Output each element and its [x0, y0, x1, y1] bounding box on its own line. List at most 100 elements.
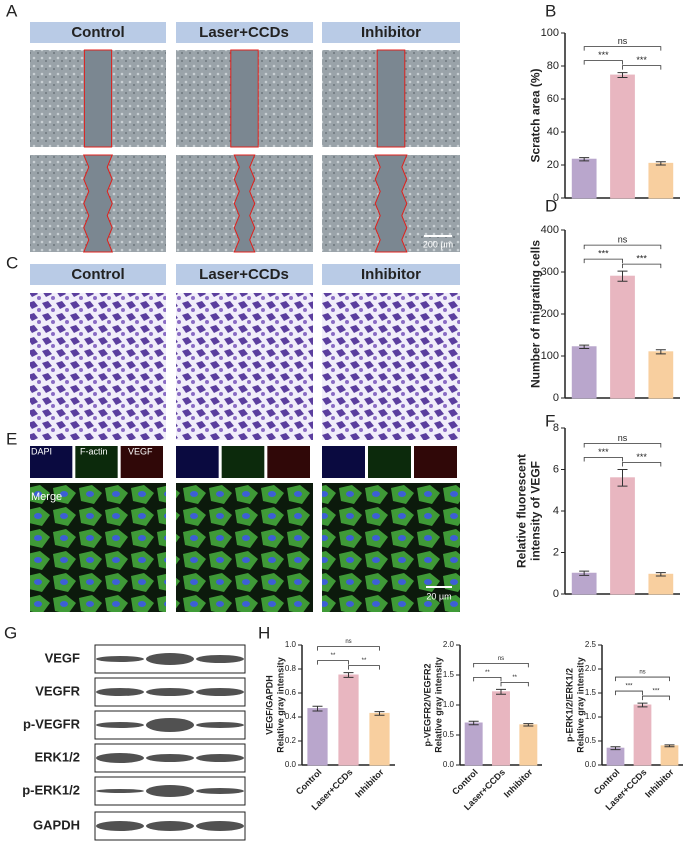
header: Control: [71, 24, 124, 41]
stain-image: [221, 446, 265, 478]
scratch-gap: [83, 49, 113, 148]
stain-image: [30, 446, 73, 478]
blot-band: [146, 718, 194, 732]
blot-band: [146, 653, 194, 665]
panel-letter: B: [545, 1, 556, 20]
blot-band: [146, 688, 194, 696]
blot-band: [96, 789, 144, 793]
significance: ns: [639, 670, 645, 676]
y-tick-label: 1.5: [443, 670, 455, 679]
y-tick-label: 2.5: [585, 640, 597, 649]
y-tick-label: 1.0: [585, 712, 597, 721]
bracket: [348, 665, 380, 670]
error-bar: [579, 344, 590, 349]
significance: ***: [598, 50, 609, 60]
blot-band: [196, 754, 244, 762]
y-tick-label: 0.8: [285, 664, 297, 673]
blot-band: [196, 788, 244, 794]
bracket: [622, 263, 662, 269]
panel-letter: C: [6, 253, 18, 272]
bracket: [583, 443, 662, 448]
panel-letter: E: [6, 429, 17, 448]
bar: [464, 722, 483, 766]
x-tick-label: Inhibitor: [502, 767, 535, 800]
transwell-image: [176, 293, 313, 440]
merge-label: Merge: [31, 491, 62, 503]
header: Inhibitor: [361, 24, 421, 41]
blot-band: [96, 722, 144, 728]
bracket: [615, 690, 643, 696]
error-bar: [343, 672, 354, 678]
x-tick-label: Inhibitor: [353, 767, 386, 800]
error-bar: [610, 746, 621, 751]
error-bar: [579, 157, 590, 162]
y-tick-label: 20: [547, 159, 559, 171]
blot-band: [146, 754, 194, 762]
error-bar: [664, 744, 675, 748]
bar: [338, 674, 359, 766]
blot-label: VEGF: [45, 650, 80, 665]
bracket: [583, 244, 662, 250]
bar: [571, 572, 597, 595]
y-tick-label: 0.5: [443, 730, 455, 739]
stain-image: [322, 446, 365, 478]
panel-letter: G: [4, 623, 17, 642]
x-tick-label: Inhibitor: [643, 767, 676, 800]
stain-image: [267, 446, 310, 478]
bar: [571, 346, 597, 399]
significance: ***: [636, 452, 647, 462]
blot-band: [196, 655, 244, 663]
stain-image: [414, 446, 457, 478]
significance: ns: [618, 433, 628, 443]
blot-frame: [95, 643, 245, 841]
header-box: [30, 22, 166, 43]
significance: **: [362, 658, 367, 664]
y-tick-label: 0: [553, 392, 559, 404]
error-bar: [617, 270, 628, 282]
y-axis-label: intensity of VEGF: [529, 461, 543, 561]
error-bar: [655, 572, 666, 577]
scale-label: 20 μm: [426, 591, 451, 601]
significance: ***: [636, 55, 647, 65]
y-tick-label: 2.0: [585, 664, 597, 673]
stain-image: [120, 446, 163, 478]
y-tick-label: 60: [547, 93, 559, 105]
bracket: [583, 457, 623, 462]
headers: Control Laser+CCDs Inhibitor Control Las…: [30, 22, 460, 285]
scratch-gap: [230, 49, 259, 148]
header: Inhibitor: [361, 266, 421, 283]
y-tick-label: 4: [553, 505, 559, 517]
y-tick-label: 0.0: [585, 760, 597, 769]
y-axis-label: Relative gray intensity: [276, 657, 286, 753]
significance: **: [512, 675, 517, 681]
blot-band: [146, 821, 194, 831]
y-tick-label: 1.5: [585, 688, 597, 697]
blot-label: p-ERK1/2: [22, 782, 80, 797]
bracket: [615, 676, 670, 682]
error-bar: [617, 72, 628, 79]
y-tick-label: 1.0: [285, 640, 297, 649]
bar: [519, 724, 538, 766]
stain-label: VEGF: [128, 446, 153, 456]
error-bar: [637, 702, 648, 708]
blot-label: VEGFR: [35, 683, 80, 698]
y-tick-label: 0.6: [285, 688, 297, 697]
y-axis-label: VEGF/GAPDH: [265, 675, 275, 735]
significance: ns: [498, 656, 504, 662]
bracket: [500, 682, 529, 687]
bar: [492, 691, 510, 766]
blot-band: [196, 722, 244, 728]
stain-label: DAPI: [31, 446, 52, 456]
bar: [633, 704, 652, 766]
y-tick-label: 100: [541, 350, 559, 362]
y-tick-label: 0.0: [285, 760, 297, 769]
y-tick-label: 8: [553, 422, 559, 434]
header-box: [322, 22, 460, 43]
transwell-image: [30, 293, 166, 440]
y-tick-label: 0: [553, 192, 559, 204]
y-tick-label: 40: [547, 126, 559, 138]
blot-label: GAPDH: [33, 817, 80, 832]
significance: **: [485, 670, 490, 676]
bar: [648, 351, 674, 399]
